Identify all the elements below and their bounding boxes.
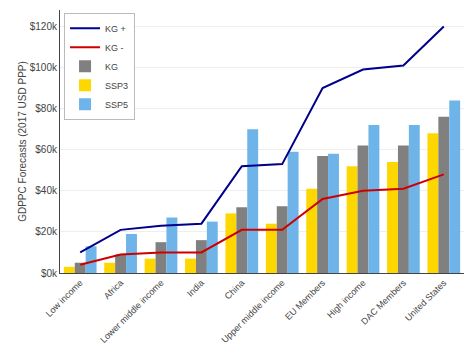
svg-text:$100k: $100k: [30, 62, 58, 73]
svg-text:$20k: $20k: [35, 226, 58, 237]
svg-text:$120k: $120k: [30, 21, 58, 32]
svg-text:EU Members: EU Members: [283, 277, 328, 322]
svg-text:Upper middle income: Upper middle income: [220, 278, 287, 345]
svg-text:DAC Members: DAC Members: [359, 277, 408, 326]
svg-text:$40k: $40k: [35, 185, 58, 196]
svg-text:SSP3: SSP3: [105, 81, 128, 91]
svg-text:$80k: $80k: [35, 103, 58, 114]
svg-text:High income: High income: [325, 278, 367, 320]
svg-text:India: India: [185, 278, 206, 299]
svg-text:Africa: Africa: [102, 278, 125, 301]
svg-text:Lower middle income: Lower middle income: [98, 278, 165, 345]
svg-text:KG -: KG -: [105, 43, 124, 53]
svg-text:$60k: $60k: [35, 144, 58, 155]
svg-text:United States: United States: [403, 277, 449, 323]
svg-text:KG: KG: [105, 62, 118, 72]
svg-text:KG +: KG +: [105, 24, 126, 34]
svg-text:GDPPC Forecasts (2017 USD PPP): GDPPC Forecasts (2017 USD PPP): [17, 61, 28, 222]
svg-text:$0k: $0k: [41, 268, 58, 279]
svg-text:SSP5: SSP5: [105, 100, 128, 110]
svg-text:Low income: Low income: [44, 278, 85, 319]
svg-text:China: China: [223, 278, 247, 302]
